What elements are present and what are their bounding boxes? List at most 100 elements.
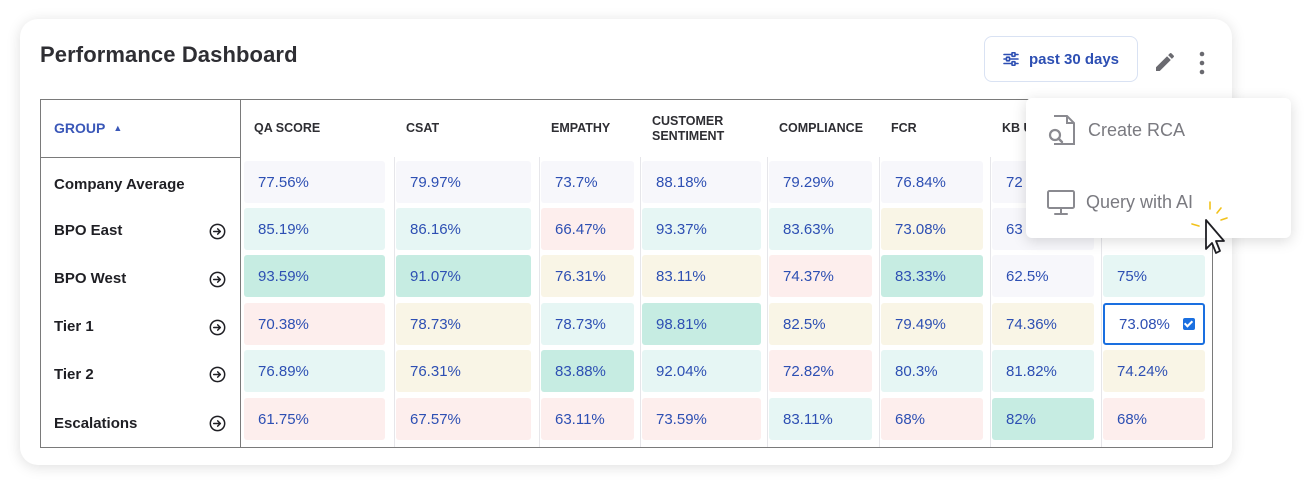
metric-cell[interactable]: 73.7% (541, 161, 634, 203)
metric-value: 86.16% (410, 220, 461, 238)
metric-cell[interactable]: 83.11% (769, 398, 872, 440)
metric-cell[interactable]: 77.56% (244, 161, 385, 203)
metric-cell[interactable]: 74.24% (1103, 350, 1205, 392)
column-header[interactable]: CUSTOMER SENTIMENT (652, 113, 725, 143)
metric-cell[interactable]: 79.49% (881, 303, 983, 345)
metric-cell[interactable]: 63.11% (541, 398, 634, 440)
document-search-icon (1048, 115, 1075, 145)
metric-cell[interactable]: 72.82% (769, 350, 872, 392)
menu-item-query-ai[interactable]: Query with AI (1046, 184, 1193, 220)
row-label: Tier 1 (54, 318, 94, 335)
metric-cell[interactable]: 62.5% (992, 255, 1094, 297)
context-menu: Create RCA Query with AI (1026, 98, 1291, 238)
menu-item-create-rca[interactable]: Create RCA (1046, 112, 1185, 148)
metric-cell[interactable]: 74.36% (992, 303, 1094, 345)
monitor-icon (1047, 190, 1075, 215)
metric-value: 66.47% (555, 220, 606, 238)
metric-value: 83.11% (783, 410, 833, 428)
metric-cell[interactable]: 66.47% (541, 208, 634, 250)
sort-ascending-icon[interactable]: ▲ (113, 123, 123, 133)
metric-cell[interactable]: 68% (881, 398, 983, 440)
column-divider (394, 157, 395, 447)
metric-cell[interactable]: 82.5% (769, 303, 872, 345)
checkbox-checked-icon[interactable] (1183, 318, 1195, 330)
metric-cell[interactable]: 67.57% (396, 398, 531, 440)
metric-cell[interactable]: 78.73% (396, 303, 531, 345)
metric-cell[interactable]: 73.08% (881, 208, 983, 250)
kebab-menu-icon[interactable] (1194, 50, 1210, 76)
metric-cell[interactable]: 68% (1103, 398, 1205, 440)
metric-cell[interactable]: 85.19% (244, 208, 385, 250)
metric-value: 82% (1006, 410, 1037, 428)
arrow-circle-right-icon[interactable] (209, 415, 226, 432)
metric-cell[interactable]: 93.59% (244, 255, 385, 297)
metric-value: 63.11% (555, 410, 605, 428)
metric-cell[interactable]: 82% (992, 398, 1094, 440)
arrow-circle-right-icon[interactable] (209, 319, 226, 336)
menu-item-label: Create RCA (1088, 119, 1186, 140)
column-header[interactable]: QA SCORE (254, 121, 321, 135)
metric-cell[interactable]: 86.16% (396, 208, 531, 250)
metric-cell[interactable]: 80.3% (881, 350, 983, 392)
arrow-circle-right-icon[interactable] (209, 366, 226, 383)
metric-value: 79.97% (410, 173, 461, 191)
column-header[interactable]: COMPLIANCE (779, 121, 864, 135)
metric-cell[interactable]: 79.97% (396, 161, 531, 203)
column-header[interactable]: CSAT (406, 121, 440, 135)
column-header[interactable]: FCR (891, 121, 917, 135)
metric-cell[interactable]: 83.33% (881, 255, 983, 297)
metric-cell[interactable]: 76.31% (541, 255, 634, 297)
metric-cell[interactable]: 93.37% (642, 208, 761, 250)
metric-value: 80.3% (895, 362, 938, 380)
row-label: BPO East (54, 222, 123, 239)
pencil-icon[interactable] (1153, 50, 1177, 74)
metric-value: 75% (1117, 267, 1148, 285)
metric-cell[interactable]: 88.18% (642, 161, 761, 203)
row-label: BPO West (54, 270, 127, 287)
metric-value: 83.11% (656, 267, 706, 285)
arrow-circle-right-icon[interactable] (209, 271, 226, 288)
metric-cell[interactable]: 76.31% (396, 350, 531, 392)
metric-value: 83.88% (555, 362, 606, 380)
metric-value: 67.57% (410, 410, 461, 428)
metric-cell[interactable]: 61.75% (244, 398, 385, 440)
row-label: Tier 2 (54, 366, 94, 383)
group-header-label: GROUP (54, 120, 106, 136)
metric-value: 76.89% (258, 362, 309, 380)
metric-value: 83.63% (783, 220, 834, 238)
metric-cell[interactable]: 76.84% (881, 161, 983, 203)
column-divider (539, 157, 540, 447)
metric-cell[interactable]: 83.11% (642, 255, 761, 297)
metric-cell[interactable]: 78.73% (541, 303, 634, 345)
metric-value: 63 (1006, 220, 1023, 238)
row-label: Company Average (54, 176, 185, 193)
metric-value: 72 (1006, 173, 1023, 191)
metric-value: 68% (1117, 410, 1148, 428)
metric-cell[interactable]: 83.63% (769, 208, 872, 250)
metric-value: 76.84% (895, 173, 946, 191)
date-filter-label: past 30 days (1028, 50, 1120, 68)
metric-value: 68% (895, 410, 926, 428)
metric-cell[interactable]: 76.89% (244, 350, 385, 392)
column-header[interactable]: EMPATHY (551, 121, 611, 135)
date-filter-button[interactable]: past 30 days (984, 36, 1138, 82)
group-column-header[interactable]: GROUP ▲ (54, 120, 122, 136)
metric-value: 74.24% (1117, 362, 1168, 380)
metric-cell[interactable]: 75% (1103, 255, 1205, 297)
arrow-circle-right-icon[interactable] (209, 223, 226, 240)
metric-cell[interactable]: 70.38% (244, 303, 385, 345)
metric-cell[interactable]: 83.88% (541, 350, 634, 392)
metric-cell[interactable]: 73.08% (1103, 303, 1205, 345)
metric-cell[interactable]: 81.82% (992, 350, 1094, 392)
metric-value: 92.04% (656, 362, 707, 380)
column-divider (879, 157, 880, 447)
pointer-cursor-icon (1191, 201, 1228, 254)
metric-value: 93.59% (258, 267, 309, 285)
metric-cell[interactable]: 73.59% (642, 398, 761, 440)
metric-cell[interactable]: 92.04% (642, 350, 761, 392)
metric-cell[interactable]: 91.07% (396, 255, 531, 297)
metric-cell[interactable]: 74.37% (769, 255, 872, 297)
metric-cell[interactable]: 98.81% (642, 303, 761, 345)
metric-value: 81.82% (1006, 362, 1057, 380)
metric-cell[interactable]: 79.29% (769, 161, 872, 203)
